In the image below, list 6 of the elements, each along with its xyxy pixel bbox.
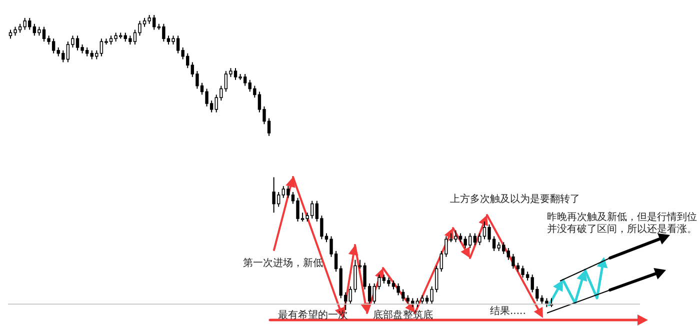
annotation: 底部盘整筑底: [373, 309, 433, 321]
annotation: 昨晚再次触及新低，但是行情到位: [547, 211, 697, 223]
annotation: 结果.....: [490, 305, 526, 317]
annotation: 上方多次触及以为是要翻转了: [450, 193, 580, 205]
annotation: 并没有破了区间，所以还是看涨。: [547, 223, 697, 235]
annotation: 第一次进场，新低: [243, 257, 323, 269]
